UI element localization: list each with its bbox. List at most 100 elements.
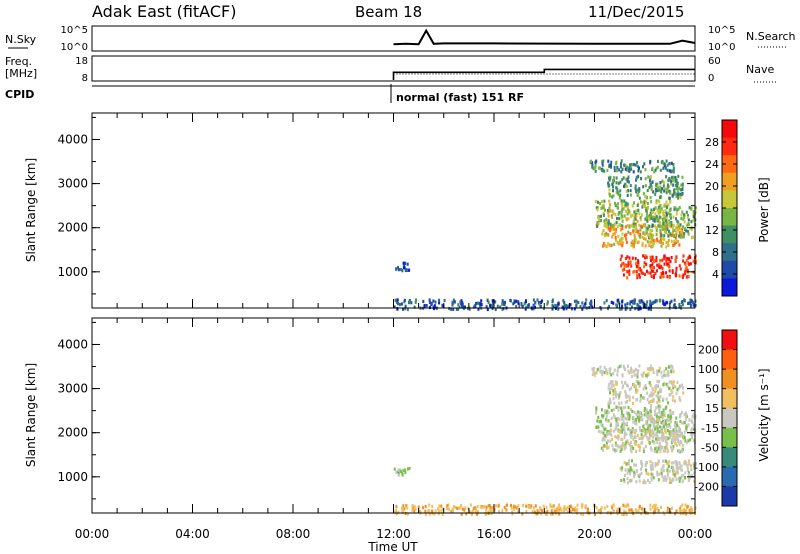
rti-cell [617,401,620,405]
rti-cell [603,199,606,203]
rti-cell [662,241,664,245]
rti-cell [613,387,616,392]
rti-cell [596,419,599,423]
rti-cell [631,512,634,516]
rti-cell [679,233,682,237]
colorbar-segment [722,172,737,191]
rti-cell [694,206,697,210]
rti-cell [501,307,504,311]
rti-cell [454,505,457,509]
colorbar-tick-label: -200 [694,480,719,493]
rti-cell [638,266,641,270]
rti-cell [644,480,647,485]
rti-cell [685,461,688,465]
rti-cell [665,422,668,426]
rti-cell [614,236,617,240]
rti-cell [632,446,635,451]
rti-cell [647,271,650,275]
rti-cell [595,206,598,210]
rti-cell [614,441,617,445]
velocity-colorbar-label: Velocity [m s⁻¹] [757,368,771,461]
rti-cell [649,410,652,414]
rti-cell [540,304,542,308]
rti-cell [602,213,605,217]
rti-cell [406,467,409,471]
rti-cell [566,510,569,514]
rti-cell [649,364,652,368]
rti-cell [645,432,648,436]
rti-cell [678,461,681,465]
rti-cell [620,162,622,166]
rti-cell [667,185,670,189]
rti-cell [645,206,648,210]
rti-cell [477,307,480,311]
rti-cell [581,301,584,305]
rti-cell [538,510,541,514]
rti-cell [674,442,677,446]
rti-cell [648,234,651,239]
rti-cell [624,209,627,213]
rti-cell [643,479,646,483]
rti-cell [595,408,598,412]
rti-cell [622,261,625,266]
rti-cell [552,305,555,309]
x-tick-label: 00:00 [75,527,110,541]
rti-cell [646,188,649,193]
rti-cell [624,473,626,477]
rti-cell [685,441,688,445]
rti-cell [676,188,679,193]
rti-cell [650,391,653,395]
rti-cell [671,506,673,510]
rti-cell [402,265,405,269]
rti-cell [679,188,682,192]
rti-cell [626,205,629,209]
rti-cell [402,307,404,311]
rti-cell [679,430,682,434]
rti-cell [679,419,682,424]
rti-cell [632,299,635,303]
rti-cell [655,386,658,390]
rti-cell [644,384,647,388]
rti-cell [577,300,580,305]
rti-cell [663,257,666,261]
rti-cell [452,307,455,311]
rti-cell [662,161,665,165]
rti-cell [612,232,615,236]
rti-cell [611,437,613,441]
rti-cell [655,232,658,237]
rti-cell [637,240,640,244]
rti-cell [489,506,492,510]
rti-cell [659,188,661,192]
rti-cell [602,206,605,210]
rti-cell [632,416,635,420]
rti-cell [675,255,678,260]
rti-cell [620,437,623,441]
rti-cell [687,256,690,260]
rti-cell [600,430,603,434]
rti-cell [645,430,648,434]
rti-cell [648,394,651,398]
rti-cell [643,265,646,269]
rti-cell [671,269,674,273]
rti-cell [663,302,666,307]
rti-cell [649,301,652,305]
rti-cell [611,179,614,183]
rti-cell [634,417,637,422]
rti-cell [689,255,692,259]
rti-cell [649,426,652,430]
rti-cell [641,414,644,418]
rti-cell [644,168,647,172]
rti-cell [609,163,612,167]
rti-cell [650,184,653,188]
rti-cell [627,189,629,193]
rti-cell [633,298,636,302]
rti-cell [474,304,477,308]
rti-cell [656,373,659,377]
rti-cell [639,436,642,440]
rti-cell [692,219,695,223]
rti-cell [551,307,554,311]
rti-cell [542,504,545,508]
rti-cell [631,213,634,217]
rti-cell [658,200,661,204]
